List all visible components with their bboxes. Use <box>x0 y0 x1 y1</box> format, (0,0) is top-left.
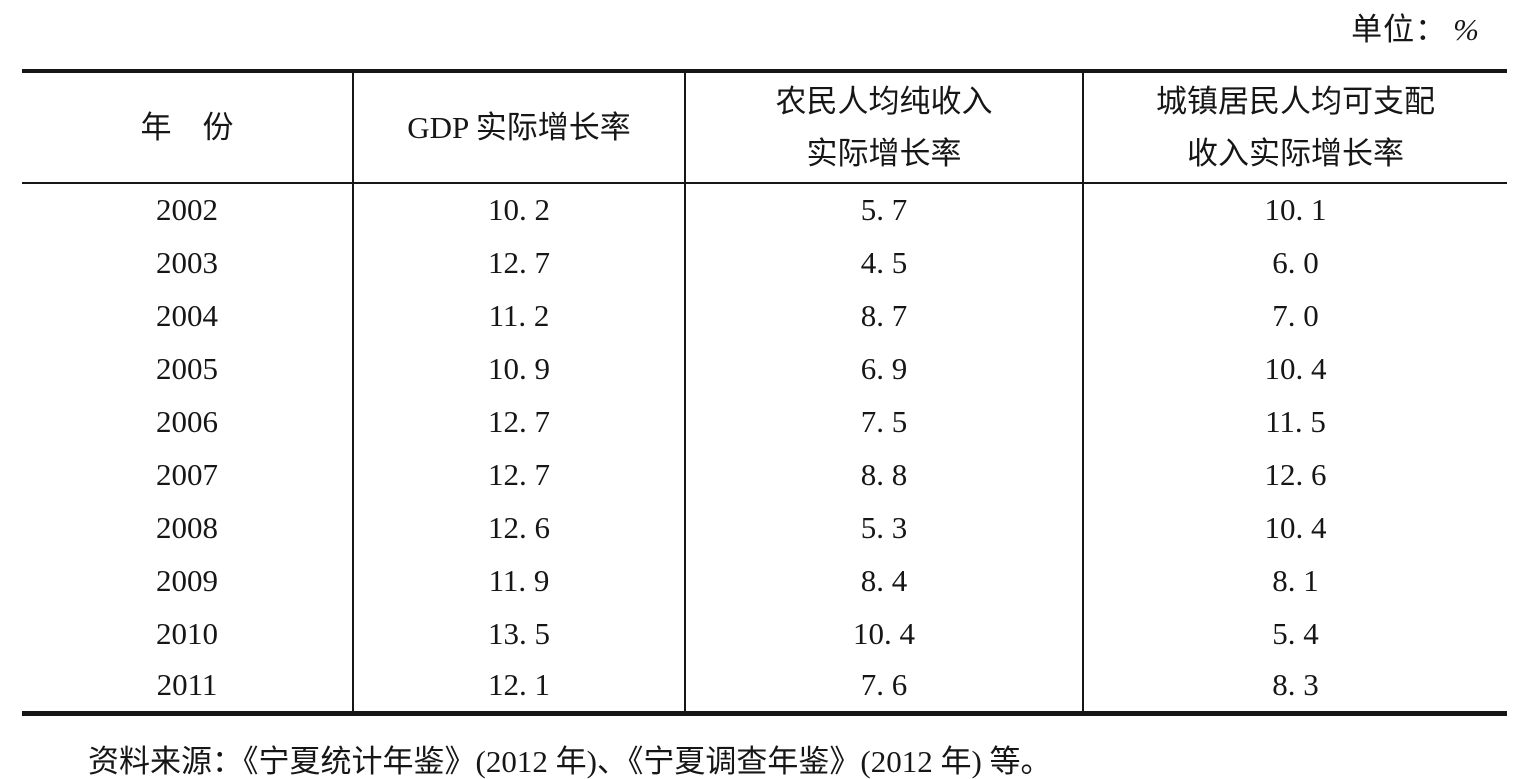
cell-rural: 7. 5 <box>685 395 1084 448</box>
cell-gdp: 11. 9 <box>353 554 686 607</box>
cell-gdp: 13. 5 <box>353 607 686 660</box>
table-row: 2005 10. 9 6. 9 10. 4 <box>22 342 1507 395</box>
col-header-year-label: 年 份 <box>140 109 234 145</box>
cell-urban: 5. 4 <box>1272 615 1319 651</box>
cell-rural: 4. 5 <box>685 236 1084 289</box>
col-header-urban-line1: 城镇居民人均可支配 <box>1156 83 1435 119</box>
table-header-row: 年 份 GDP 实际增长率 农民人均纯收入 实际增长率 城镇居民人均可支配 收入… <box>22 71 1507 184</box>
cell-urban: 10. 1 <box>1264 192 1327 227</box>
unit-label: 单位：% <box>1351 4 1480 49</box>
col-header-rural-line1: 农民人均纯收入 <box>775 83 993 119</box>
col-header-rural-line2: 实际增长率 <box>806 135 962 171</box>
table-body: 2002 10. 2 5. 7 10. 1 2003 12. 7 4. 5 6.… <box>22 183 1507 713</box>
table-row: 2003 12. 7 4. 5 6. 0 <box>22 236 1507 289</box>
cell-gdp: 12. 7 <box>353 448 686 501</box>
col-header-year: 年 份 <box>22 71 354 184</box>
cell-rural: 5. 3 <box>685 501 1084 554</box>
cell-gdp: 12. 7 <box>353 236 686 289</box>
cell-gdp: 12. 6 <box>353 501 686 554</box>
cell-year: 2005 <box>22 342 354 395</box>
source-note: 资料来源：《宁夏统计年鉴》(2012 年)、《宁夏调查年鉴》(2012 年) 等… <box>88 744 1052 779</box>
cell-year: 2008 <box>22 501 354 554</box>
cell-urban: 12. 6 <box>1264 456 1327 492</box>
cell-urban: 7. 0 <box>1272 297 1319 333</box>
cell-rural: 7. 6 <box>685 660 1084 713</box>
cell-rural: 8. 7 <box>685 289 1084 342</box>
table-row: 2002 10. 2 5. 7 10. 1 <box>22 183 1507 236</box>
cell-gdp: 10. 2 <box>353 183 686 236</box>
cell-gdp: 12. 1 <box>353 660 686 713</box>
cell-year: 2007 <box>22 448 354 501</box>
table-row: 2008 12. 6 5. 3 10. 4 <box>22 501 1507 554</box>
cell-rural: 10. 4 <box>685 607 1084 660</box>
col-header-gdp-growth: GDP 实际增长率 <box>353 71 686 184</box>
unit-label-percent: % <box>1453 12 1480 47</box>
cell-rural: 6. 9 <box>685 342 1084 395</box>
cell-year: 2003 <box>22 236 354 289</box>
table-row: 2007 12. 7 8. 8 12. 6 <box>22 448 1507 501</box>
cell-year: 2004 <box>22 289 354 342</box>
cell-year: 2009 <box>22 554 354 607</box>
table-row: 2010 13. 5 10. 4 5. 4 <box>22 607 1507 660</box>
cell-gdp: 10. 9 <box>353 342 686 395</box>
cell-year: 2006 <box>22 395 354 448</box>
cell-urban: 8. 1 <box>1272 562 1319 598</box>
cell-urban: 8. 3 <box>1272 667 1319 703</box>
table-row: 2006 12. 7 7. 5 11. 5 <box>22 395 1507 448</box>
unit-label-prefix: 单位： <box>1351 12 1448 47</box>
cell-urban: 11. 5 <box>1265 403 1326 439</box>
col-header-urban-line2: 收入实际增长率 <box>1187 135 1404 171</box>
cell-year: 2002 <box>22 183 354 236</box>
table-row: 2011 12. 1 7. 6 8. 3 <box>22 660 1507 713</box>
cell-year: 2010 <box>22 607 354 660</box>
statistics-table: 年 份 GDP 实际增长率 农民人均纯收入 实际增长率 城镇居民人均可支配 收入… <box>22 69 1507 716</box>
col-header-rural-income-growth: 农民人均纯收入 实际增长率 <box>685 71 1084 184</box>
cell-gdp: 11. 2 <box>353 289 686 342</box>
table-row: 2009 11. 9 8. 4 8. 1 <box>22 554 1507 607</box>
cell-rural: 8. 4 <box>685 554 1084 607</box>
cell-urban: 10. 4 <box>1264 509 1327 545</box>
cell-year: 2011 <box>22 660 354 713</box>
cell-rural: 5. 7 <box>685 183 1084 236</box>
cell-rural: 8. 8 <box>685 448 1084 501</box>
cell-urban: 6. 0 <box>1272 244 1319 280</box>
cell-urban: 10. 4 <box>1264 350 1327 386</box>
cell-gdp: 12. 7 <box>353 395 686 448</box>
col-header-gdp-growth-label: GDP 实际增长率 <box>407 109 631 145</box>
table-row: 2004 11. 2 8. 7 7. 0 <box>22 289 1507 342</box>
col-header-urban-income-growth: 城镇居民人均可支配 收入实际增长率 <box>1083 71 1507 184</box>
